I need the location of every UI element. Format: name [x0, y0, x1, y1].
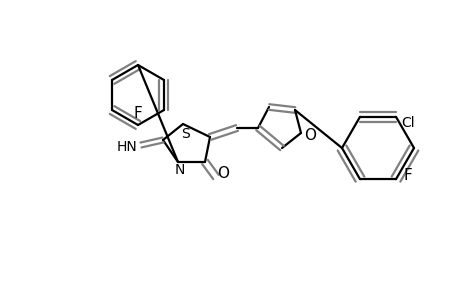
Text: O: O — [303, 128, 315, 142]
Text: F: F — [403, 168, 411, 183]
Text: F: F — [133, 106, 142, 121]
Text: Cl: Cl — [400, 116, 414, 130]
Text: HN: HN — [117, 140, 137, 154]
Text: N: N — [174, 163, 185, 177]
Text: S: S — [181, 127, 190, 141]
Text: O: O — [217, 167, 229, 182]
